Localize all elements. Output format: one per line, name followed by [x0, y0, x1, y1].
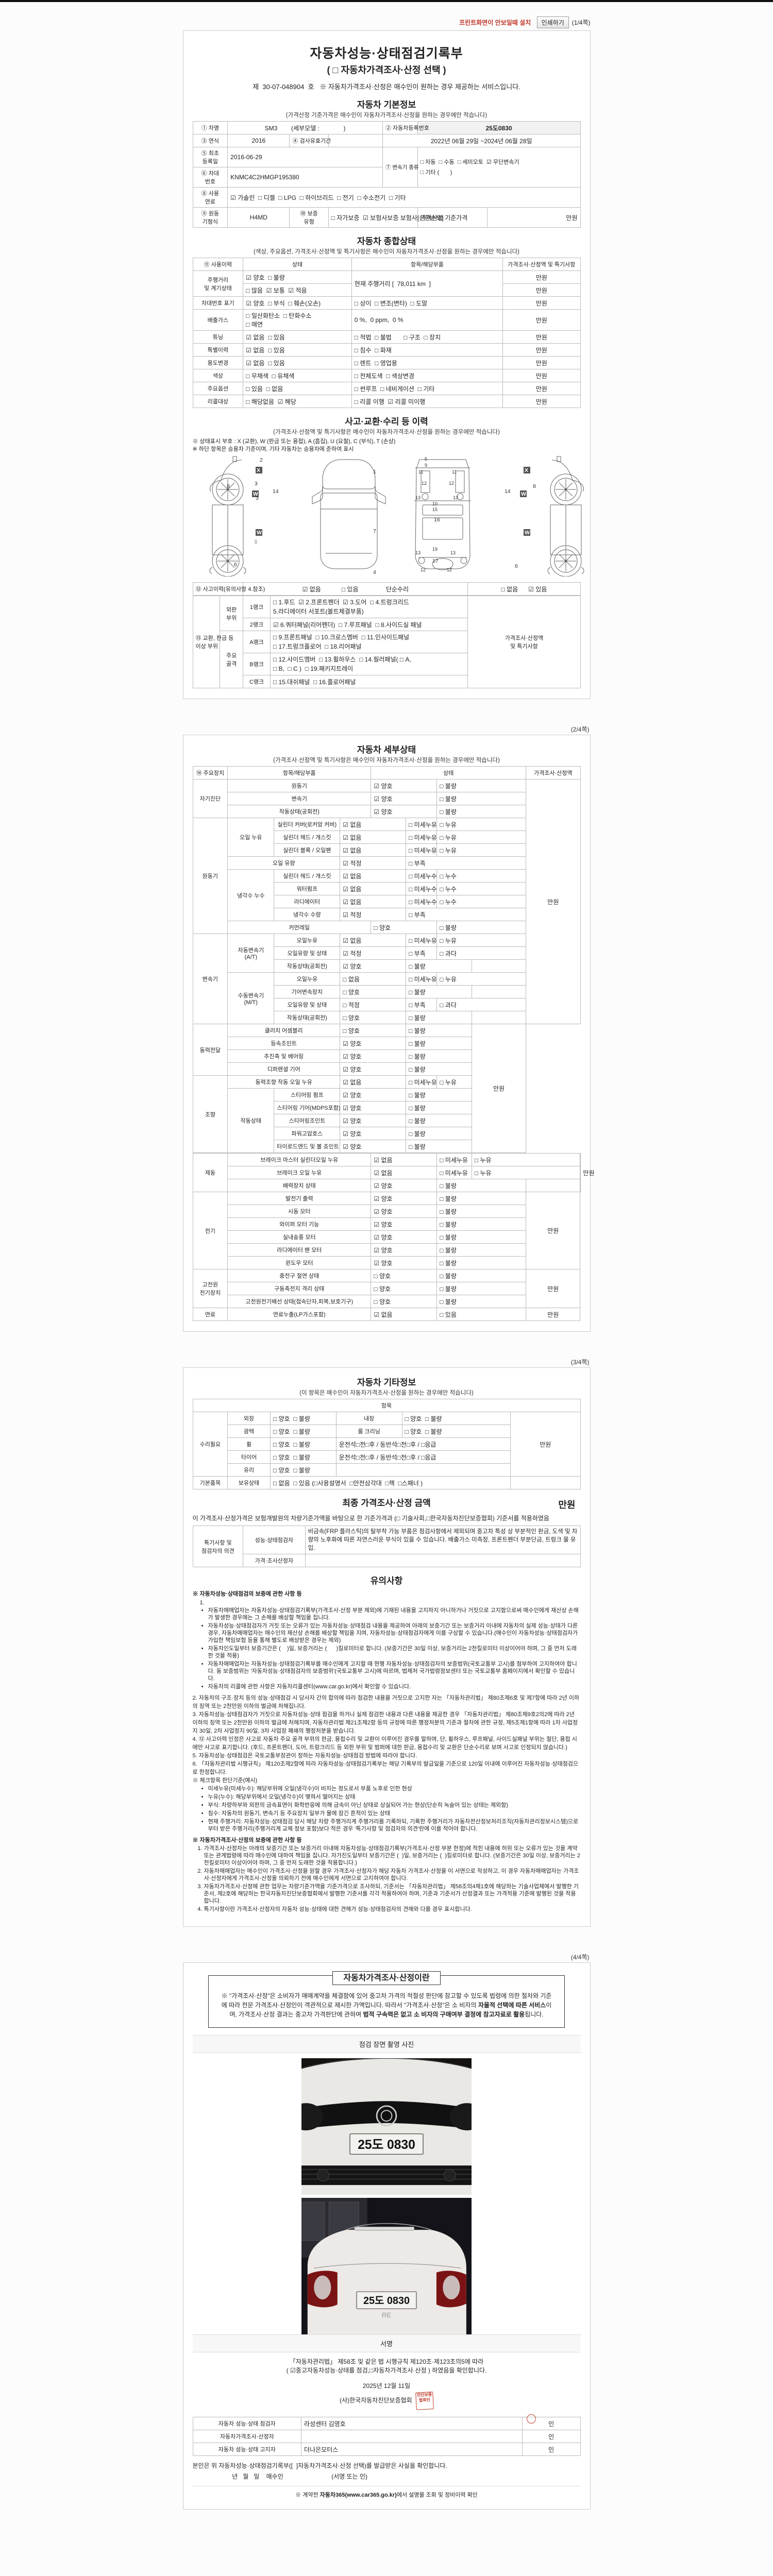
svg-text:5: 5: [425, 456, 427, 462]
svg-text:16: 16: [434, 517, 440, 523]
svg-text:12: 12: [422, 481, 427, 486]
svg-text:14: 14: [273, 488, 279, 495]
svg-text:8: 8: [227, 483, 230, 489]
svg-text:12: 12: [421, 567, 426, 572]
svg-text:12: 12: [447, 567, 452, 572]
svg-text:13: 13: [453, 495, 458, 500]
svg-text:X: X: [525, 467, 528, 473]
svg-text:W: W: [521, 491, 526, 497]
svg-text:3: 3: [256, 495, 259, 501]
svg-text:8: 8: [533, 483, 536, 489]
svg-text:11: 11: [452, 469, 457, 474]
svg-text:1: 1: [373, 469, 376, 475]
svg-text:W: W: [257, 530, 262, 536]
svg-text:RE: RE: [382, 2311, 392, 2319]
svg-text:13: 13: [450, 550, 456, 555]
svg-text:3: 3: [255, 481, 258, 487]
svg-text:6: 6: [234, 562, 237, 568]
svg-text:2: 2: [260, 457, 263, 463]
svg-text:X: X: [257, 467, 260, 473]
svg-text:17: 17: [432, 558, 439, 564]
svg-text:4: 4: [373, 569, 376, 575]
svg-text:W: W: [525, 530, 530, 536]
svg-text:6: 6: [515, 563, 518, 569]
svg-text:13: 13: [415, 495, 421, 500]
svg-text:▯: ▯: [255, 539, 257, 544]
svg-text:11: 11: [418, 469, 423, 474]
svg-text:12: 12: [449, 481, 454, 486]
svg-text:7: 7: [373, 528, 376, 534]
svg-text:25도 0830: 25도 0830: [358, 2138, 415, 2152]
svg-text:9: 9: [425, 463, 427, 468]
svg-text:10: 10: [432, 501, 438, 506]
svg-text:19: 19: [432, 547, 438, 552]
svg-text:25도 0830: 25도 0830: [363, 2295, 410, 2307]
svg-text:15: 15: [432, 507, 438, 512]
svg-text:13: 13: [415, 550, 421, 555]
svg-text:14: 14: [505, 488, 511, 495]
